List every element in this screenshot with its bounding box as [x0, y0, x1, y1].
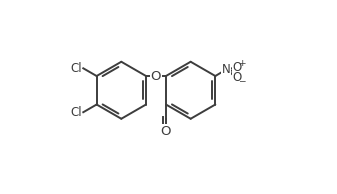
Text: O: O	[161, 125, 171, 138]
Text: Cl: Cl	[70, 62, 82, 75]
Text: O: O	[233, 71, 242, 84]
Text: O: O	[151, 69, 161, 82]
Text: N: N	[222, 63, 231, 76]
Text: O: O	[233, 61, 242, 74]
Text: −: −	[238, 76, 245, 85]
Text: +: +	[238, 60, 245, 68]
Text: Cl: Cl	[70, 106, 82, 119]
